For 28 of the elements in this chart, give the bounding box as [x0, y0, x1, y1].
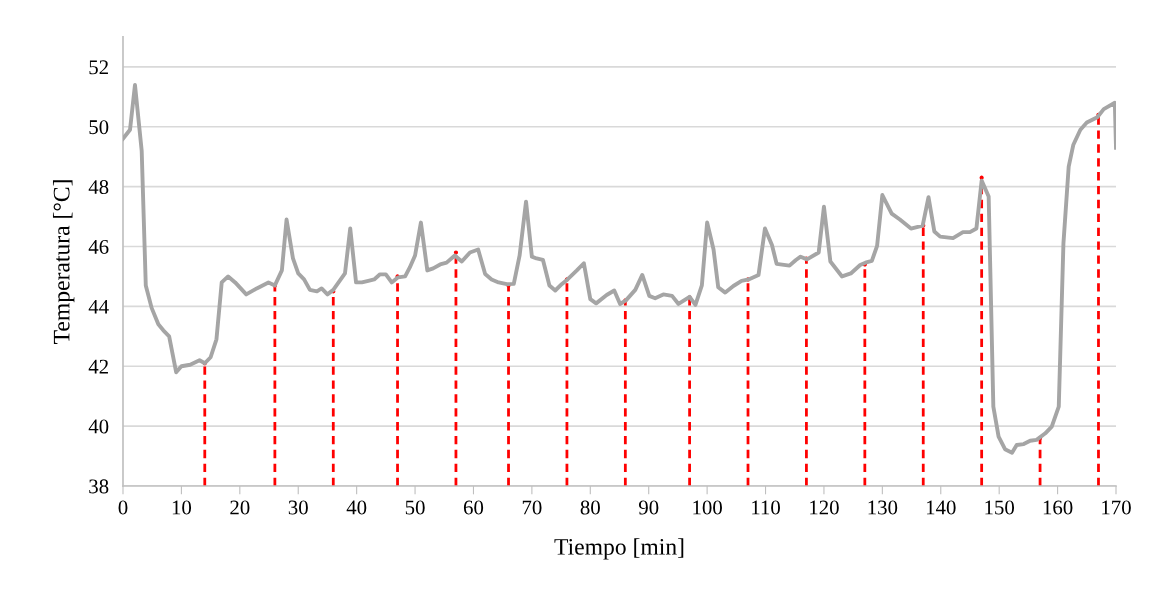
- y-tick-label: 50: [89, 120, 109, 135]
- x-tick-label: 170: [1102, 500, 1131, 515]
- x-tick-label: 50: [405, 500, 425, 515]
- x-tick-label: 60: [463, 500, 484, 515]
- x-tick-label: 40: [346, 500, 367, 515]
- x-tick-label: 90: [638, 500, 659, 515]
- y-axis-title: Temperatura [°C]: [52, 180, 75, 344]
- x-tick-label: 10: [172, 500, 192, 515]
- x-tick-label: 0: [118, 500, 128, 515]
- x-tick-label: 110: [752, 500, 780, 515]
- y-tick-label: 52: [89, 60, 108, 75]
- y-tick-label: 46: [88, 239, 109, 254]
- x-tick-label: 120: [810, 500, 839, 515]
- x-tick-label: 20: [230, 500, 250, 515]
- x-tick-label: 30: [288, 500, 308, 515]
- y-tick-label: 42: [88, 359, 108, 374]
- x-tick-label: 130: [868, 500, 898, 515]
- x-tick-label: 150: [985, 500, 1015, 515]
- x-tick-label: 140: [926, 500, 956, 515]
- y-tick-label: 40: [88, 419, 109, 434]
- x-tick-label: 80: [580, 500, 600, 515]
- x-tick-label: 70: [522, 500, 542, 515]
- y-tick-label: 38: [89, 479, 109, 494]
- y-tick-label: 44: [88, 299, 109, 314]
- y-tick-label: 48: [88, 180, 109, 195]
- x-tick-label: 100: [693, 500, 722, 515]
- x-axis-title: Tiempo [min]: [554, 538, 684, 560]
- x-tick-label: 160: [1043, 500, 1073, 515]
